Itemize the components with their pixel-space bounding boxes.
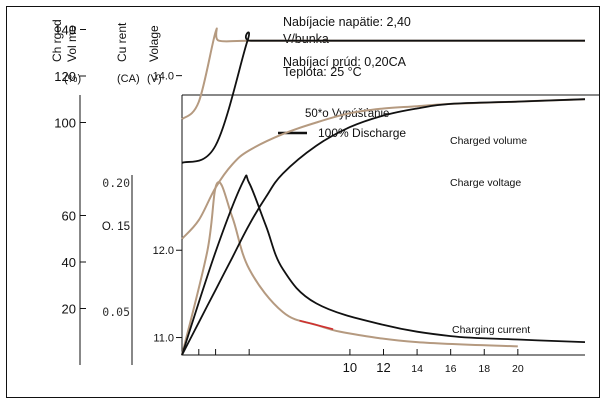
series-100-volume-curve [181,98,586,356]
label-charging-current: Charging current [452,324,530,336]
volume-axis-title-2: Vol me [65,25,79,62]
volume-axis-ticks: 140 120 100 60 40 20 [54,23,86,317]
volume-tick-label: 120 [54,69,76,84]
voltage-axis-unit: (V) [147,73,162,85]
time-tick-label: 10 [343,360,357,375]
time-tick-label: 16 [445,363,457,375]
header-line-1: Nabíjacie napätie: 2,40 [283,15,411,29]
legend-item-100: 100% Discharge [318,126,406,140]
volume-tick-label: 40 [62,255,76,270]
current-axis-ticks: 0.20 O. 15 0.05 [102,176,130,319]
voltage-axis-title: Volage [147,25,161,62]
chart-frame [6,6,600,398]
time-tick-label: 20 [512,363,524,375]
label-charge-voltage: Charge voltage [450,177,521,189]
series-100-voltage-curve [181,31,585,164]
series-50-current-curve [181,181,518,356]
header-line-2: V/bunka [283,32,329,46]
series-50-volume-curve [181,98,586,240]
header-line-3: Nabíjací prúd: 0,20CA [283,55,407,69]
volume-axis-unit: (%) [64,73,81,85]
current-tick-label: 0.05 [102,305,130,319]
voltage-tick-label: 11.0 [153,333,174,345]
label-charged-volume: Charged volume [450,135,527,147]
voltage-tick-label: 14.0 [153,71,174,83]
voltage-tick-label: 12.0 [153,245,174,257]
current-highlight-segment [299,319,334,330]
volume-axis-title-1: Ch rged [50,19,64,62]
volume-tick-label: 100 [54,116,76,131]
current-tick-label: O. 15 [102,221,130,233]
volume-tick-label: 60 [62,209,76,224]
series-100-current-curve [181,174,586,356]
current-tick-label: 0.20 [102,176,130,190]
voltage-axis-ticks: * " 15.0 -14.012.011.0 [153,71,182,345]
chart-curves [181,27,586,356]
volume-tick-label: 20 [62,302,76,317]
time-tick-label: 14 [411,363,423,375]
volume-tick-label: 140 [54,23,76,38]
header-line-4: Teplota: 25 °C [283,65,362,79]
time-tick-label: 18 [478,363,490,375]
series-50-voltage-curve [181,27,585,121]
time-axis-ticks: 10 12 14 16 18 20 [198,349,524,375]
current-axis-title: Cu rent [115,22,129,62]
current-axis-unit: (CA) [117,73,140,85]
time-tick-label: 12 [376,360,390,375]
